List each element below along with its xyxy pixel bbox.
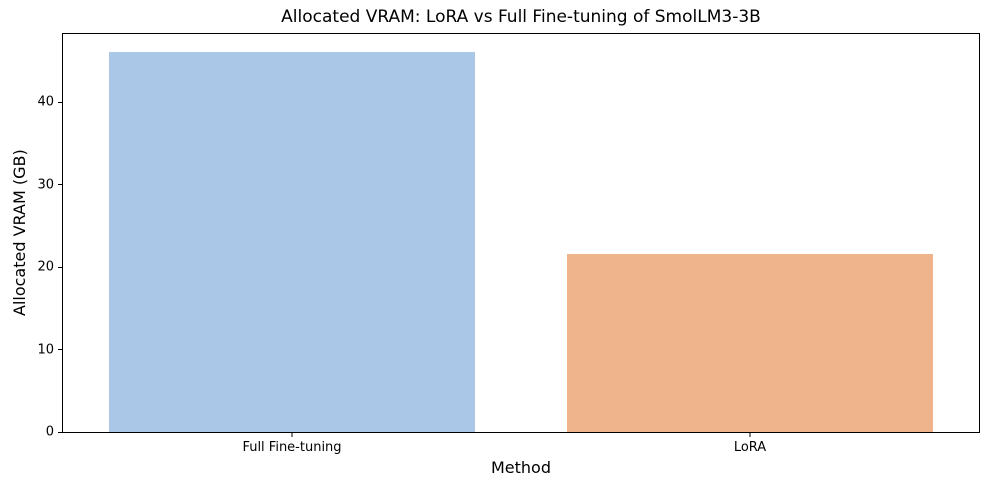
y-tick-mark: [58, 184, 63, 186]
y-tick-mark: [58, 349, 63, 351]
x-tick-mark: [749, 432, 751, 437]
y-tick-mark: [58, 431, 63, 433]
y-axis-label: Allocated VRAM (GB): [10, 149, 29, 317]
bar-lora: [566, 254, 934, 432]
chart-title: Allocated VRAM: LoRA vs Full Fine-tuning…: [281, 7, 761, 27]
y-tick-label: 40: [37, 94, 54, 110]
bar-full-fine-tuning: [108, 52, 476, 432]
x-tick-label-lora: LoRA: [733, 440, 767, 455]
x-tick-mark: [291, 432, 293, 437]
y-tick-label: 20: [37, 259, 54, 275]
y-tick-label: 10: [37, 342, 54, 358]
x-tick-label-full-fine-tuning: Full Fine-tuning: [242, 440, 342, 455]
y-tick-label: 0: [45, 424, 54, 440]
x-axis-label: Method: [490, 458, 551, 477]
plot-area: 0 10 20 30 40 Full Fine-tuning LoRA: [37, 33, 980, 454]
y-tick-mark: [58, 101, 63, 103]
y-tick-mark: [58, 266, 63, 268]
y-tick-label: 30: [37, 177, 54, 193]
